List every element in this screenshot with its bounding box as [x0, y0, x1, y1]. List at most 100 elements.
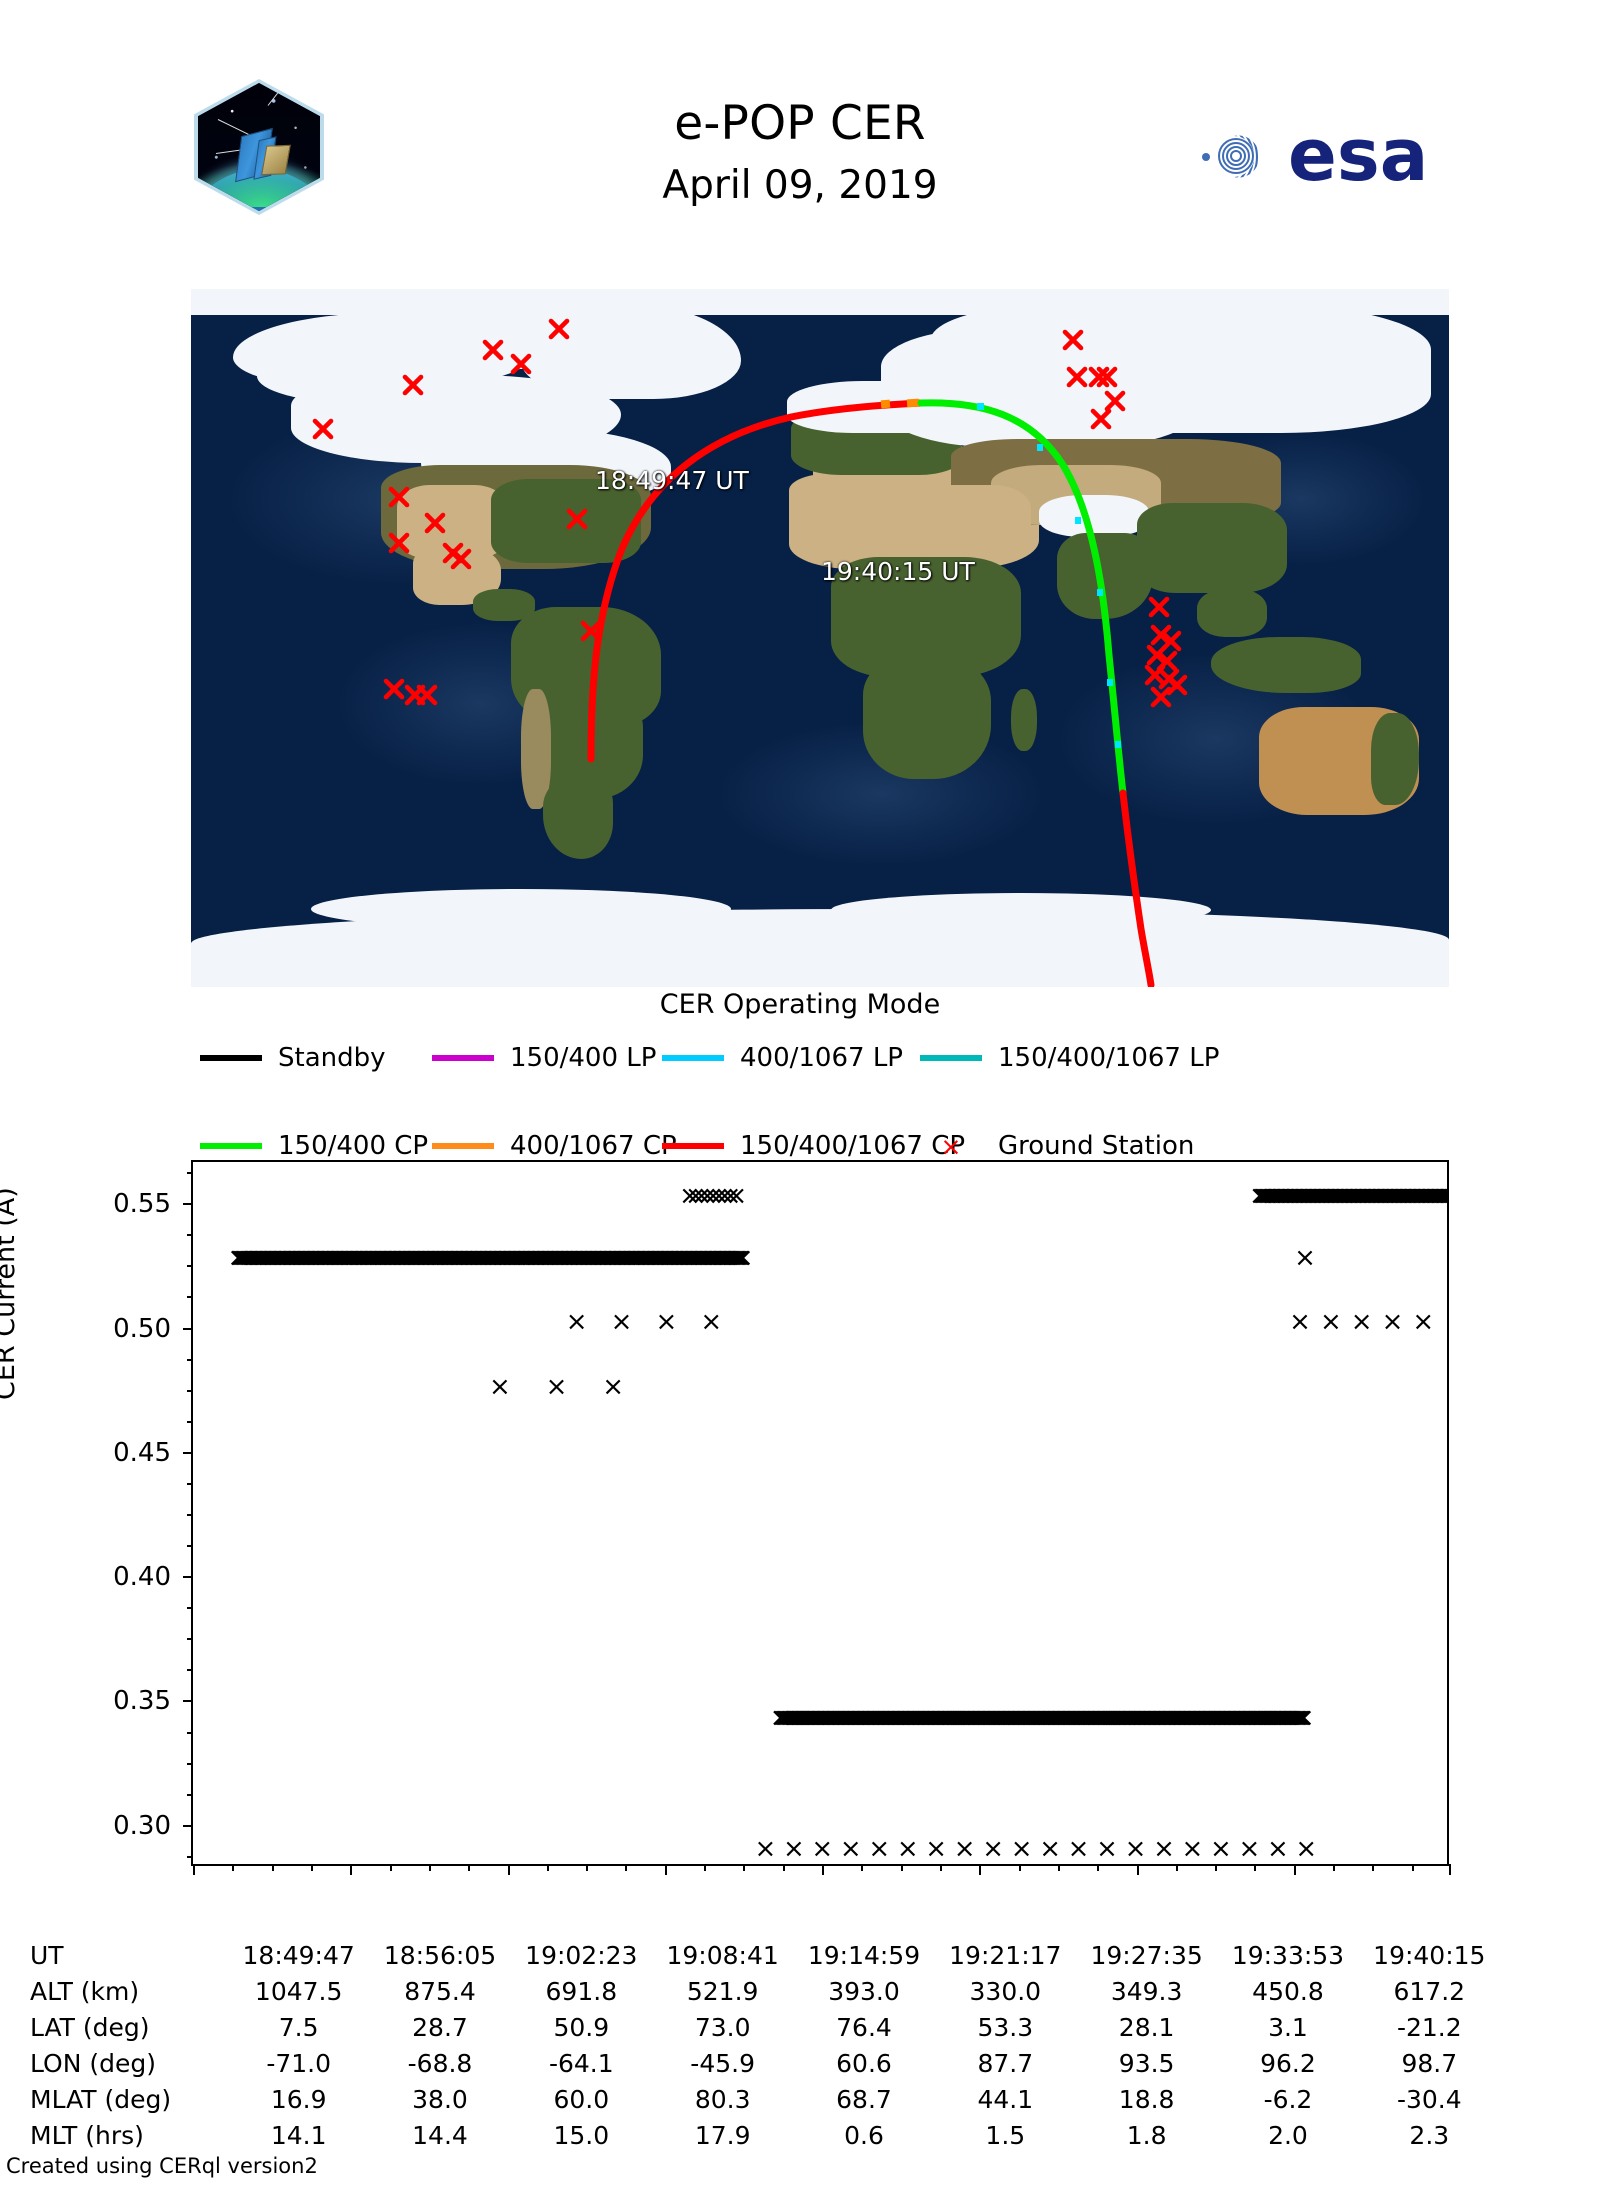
data-point-marker [1007, 1705, 1029, 1731]
data-point-marker [1039, 1836, 1061, 1862]
track-segment-red-b [1119, 789, 1155, 987]
data-point-marker [1126, 1705, 1148, 1731]
data-point-marker [589, 1245, 611, 1271]
legend-item[interactable]: 400/1067 LP [662, 1043, 903, 1073]
data-point-marker [1384, 1183, 1406, 1209]
data-point-marker [1177, 1705, 1199, 1731]
data-point-marker [1404, 1183, 1426, 1209]
data-point-marker [645, 1245, 667, 1271]
data-point-marker [833, 1705, 855, 1731]
data-point-marker [653, 1245, 675, 1271]
data-point-marker [407, 1245, 429, 1271]
data-point-marker [888, 1705, 910, 1731]
data-point-marker [1312, 1183, 1334, 1209]
data-point-marker [1359, 1183, 1381, 1209]
data-point-marker [550, 1245, 572, 1271]
data-point-marker [977, 1705, 999, 1731]
x-tick-minor [546, 1864, 549, 1871]
data-point-marker [1071, 1705, 1093, 1731]
data-point-marker [1275, 1183, 1297, 1209]
data-point-marker [354, 1245, 376, 1271]
table-cell: 19:27:35 [1090, 1941, 1203, 1970]
data-point-marker [315, 1245, 337, 1271]
data-point-marker [666, 1245, 688, 1271]
legend-item[interactable]: 150/400 LP [432, 1043, 656, 1073]
data-point-marker [659, 1245, 681, 1271]
data-point-marker [1332, 1183, 1354, 1209]
data-point-marker [1310, 1183, 1332, 1209]
data-point-marker [1192, 1705, 1214, 1731]
legend-item[interactable]: 150/400/1067 LP [920, 1043, 1219, 1073]
x-tick-minor [782, 1864, 785, 1871]
legend-item[interactable]: × Ground Station [920, 1131, 1195, 1161]
data-point-marker [602, 1374, 624, 1400]
data-point-marker [1267, 1705, 1289, 1731]
data-point-marker [1147, 1705, 1169, 1731]
data-point-marker [1139, 1705, 1161, 1731]
data-point-marker [667, 1245, 689, 1271]
data-point-marker [1242, 1705, 1264, 1731]
data-point-marker [452, 1245, 474, 1271]
data-point-marker [607, 1245, 629, 1271]
data-point-marker [397, 1245, 419, 1271]
data-point-marker [729, 1245, 751, 1271]
data-point-marker [1399, 1183, 1421, 1209]
x-tick-minor [1411, 1864, 1414, 1871]
legend-item[interactable]: Standby [200, 1043, 386, 1073]
data-point-marker [1006, 1705, 1028, 1731]
data-point-marker [445, 1245, 467, 1271]
y-tick-minor [187, 1296, 193, 1299]
ground-station-marker [1150, 686, 1172, 708]
data-point-marker [1125, 1836, 1147, 1862]
data-point-marker [1341, 1183, 1363, 1209]
data-point-marker [1340, 1183, 1362, 1209]
data-point-marker [1133, 1705, 1155, 1731]
y-tick-minor [187, 1482, 193, 1485]
table-cell: 44.1 [977, 2085, 1034, 2114]
data-point-marker [230, 1245, 252, 1271]
data-point-marker [847, 1705, 869, 1731]
data-point-marker [1382, 1183, 1404, 1209]
x-tick-minor [1097, 1864, 1100, 1871]
legend-label: 400/1067 CP [510, 1131, 677, 1161]
y-tick-minor [187, 1793, 193, 1796]
legend-item[interactable]: 400/1067 CP [432, 1131, 677, 1161]
data-point-marker [1023, 1705, 1045, 1731]
data-point-marker [700, 1245, 722, 1271]
y-tick-label: 0.55 [113, 1189, 171, 1220]
data-point-marker [967, 1705, 989, 1731]
data-point-marker [1262, 1183, 1284, 1209]
data-point-marker [497, 1245, 519, 1271]
data-point-marker [1307, 1183, 1329, 1209]
data-point-marker [925, 1836, 947, 1862]
legend-item[interactable]: 150/400/1067 CP [662, 1131, 965, 1161]
legend-item[interactable]: 150/400 CP [200, 1131, 428, 1161]
data-point-marker [506, 1245, 528, 1271]
table-cell: 393.0 [828, 1977, 900, 2006]
data-point-marker [691, 1245, 713, 1271]
data-point-marker [1313, 1183, 1335, 1209]
data-point-marker [816, 1705, 838, 1731]
data-point-marker [677, 1245, 699, 1271]
table-cell: 50.9 [553, 2013, 610, 2042]
data-point-marker [773, 1705, 795, 1731]
data-point-marker [1173, 1705, 1195, 1731]
data-point-marker [949, 1705, 971, 1731]
data-point-marker [417, 1245, 439, 1271]
data-point-marker [792, 1705, 814, 1731]
data-point-marker [868, 1836, 890, 1862]
data-point-marker [731, 1245, 753, 1271]
data-point-marker [785, 1705, 807, 1731]
data-point-marker [891, 1705, 913, 1731]
data-point-marker [1250, 1705, 1272, 1731]
x-tick-minor [468, 1864, 471, 1871]
data-point-marker [1358, 1183, 1380, 1209]
data-point-marker [1179, 1705, 1201, 1731]
track-segment-cyan [1107, 679, 1113, 686]
data-point-marker [1292, 1705, 1314, 1731]
data-point-marker [643, 1245, 665, 1271]
ground-station-marker [402, 374, 424, 396]
data-point-marker [569, 1245, 591, 1271]
data-point-marker [842, 1705, 864, 1731]
data-point-marker [778, 1705, 800, 1731]
